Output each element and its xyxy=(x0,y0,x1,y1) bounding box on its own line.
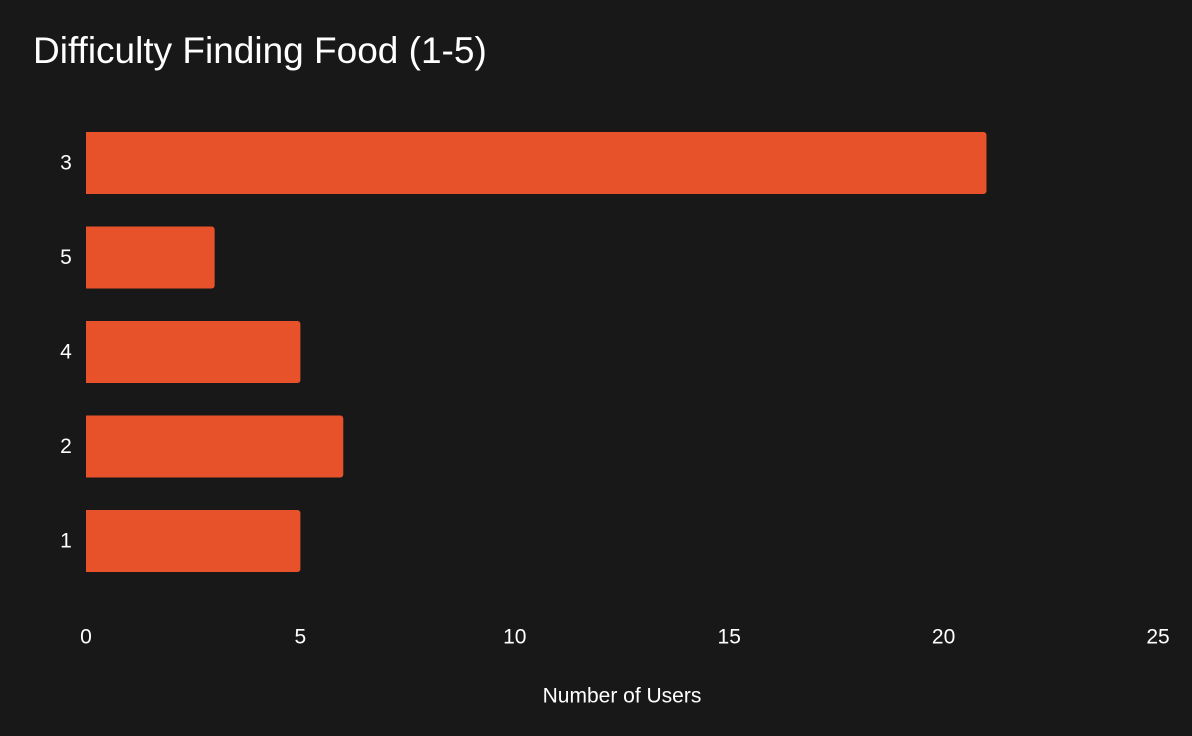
category-label-3: 3 xyxy=(60,152,72,175)
x-tick-20: 20 xyxy=(932,626,955,649)
bar-2 xyxy=(86,415,344,478)
x-tick-0: 0 xyxy=(80,626,92,649)
bar-3 xyxy=(86,132,987,194)
bar-5-base xyxy=(86,226,92,289)
category-label-5: 5 xyxy=(60,246,72,269)
bar-2-base xyxy=(86,415,92,478)
category-labels: 3 5 4 2 1 xyxy=(60,152,72,553)
x-tick-5: 5 xyxy=(295,626,307,649)
x-tick-10: 10 xyxy=(503,626,526,649)
x-tick-15: 15 xyxy=(718,626,741,649)
x-tick-labels: 0 5 10 15 20 25 xyxy=(80,626,1170,649)
bars-layer xyxy=(86,132,987,572)
x-axis-label: Number of Users xyxy=(543,685,702,708)
bar-4 xyxy=(86,321,301,383)
bar-5 xyxy=(86,226,215,289)
bar-4-base xyxy=(86,321,92,383)
category-label-1: 1 xyxy=(60,530,72,553)
x-tick-25: 25 xyxy=(1146,626,1169,649)
category-label-4: 4 xyxy=(60,341,72,364)
chart-title: Difficulty Finding Food (1-5) xyxy=(33,30,487,71)
category-label-2: 2 xyxy=(60,435,72,458)
bar-1-base xyxy=(86,510,92,572)
bar-1 xyxy=(86,510,301,572)
bar-3-base xyxy=(86,132,92,194)
